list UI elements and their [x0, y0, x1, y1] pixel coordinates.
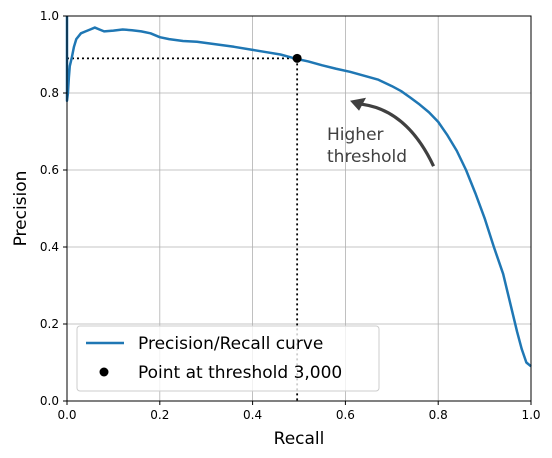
- legend-point-swatch: [99, 367, 109, 377]
- x-tick-label-2: 0.4: [243, 408, 262, 422]
- legend-label-point: Point at threshold 3,000: [138, 363, 342, 383]
- x-axis-label: Recall: [274, 429, 325, 449]
- annotation-layer: Higher threshold: [327, 97, 436, 167]
- x-tick-label-4: 0.8: [429, 408, 448, 422]
- legend-box: [76, 325, 380, 392]
- annotation-arrow-head: [350, 97, 367, 111]
- threshold-point: [292, 53, 302, 63]
- x-tick-label-5: 1.0: [521, 408, 540, 422]
- y-tick-label-2: 0.4: [40, 240, 59, 254]
- x-tick-label-1: 0.2: [150, 408, 169, 422]
- y-tick-label-1: 0.2: [40, 317, 59, 331]
- y-axis-label: Precision: [11, 171, 31, 247]
- x-tick-label-0: 0.0: [57, 408, 76, 422]
- y-tick-label-3: 0.6: [40, 163, 59, 177]
- y-tick-label-4: 0.8: [40, 86, 59, 100]
- y-tick-label-0: 0.0: [40, 394, 59, 408]
- axis-ticks: 0.0 0.2 0.4 0.6 0.8 1.0 0.0 0.2 0.4 0.6 0.8 1.0: [40, 9, 541, 422]
- annotation-text-line-1: threshold: [327, 147, 407, 167]
- legend: Precision/Recall curve Point at threshol…: [76, 325, 380, 392]
- annotation-arrow-shaft: [355, 102, 436, 167]
- series-line-precision-recall: [65, 16, 532, 368]
- x-tick-label-3: 0.6: [336, 408, 355, 422]
- series-layer: [65, 16, 532, 368]
- plot-frame: [66, 15, 532, 402]
- annotation-text: Higher threshold: [327, 125, 407, 167]
- legend-label-curve: Precision/Recall curve: [138, 334, 323, 354]
- annotation-text-line-0: Higher: [327, 125, 384, 145]
- y-tick-label-5: 1.0: [40, 9, 59, 23]
